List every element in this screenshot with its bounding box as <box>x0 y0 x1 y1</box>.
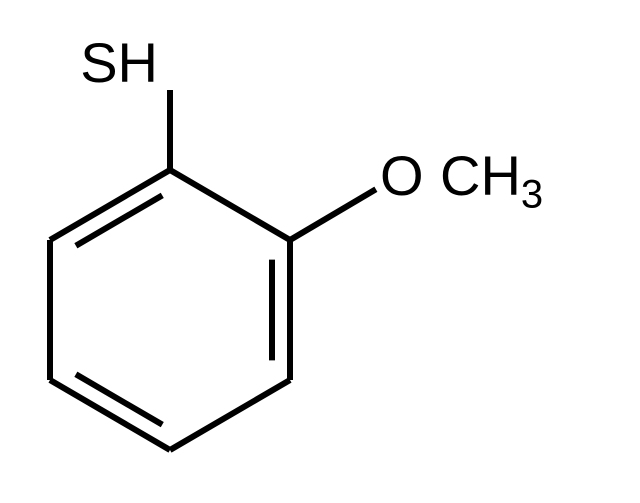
bond <box>170 170 290 240</box>
bond <box>50 170 170 240</box>
bond <box>50 380 170 450</box>
atom-label-o: O <box>380 144 424 207</box>
atom-label-s: SH <box>80 31 158 94</box>
bond <box>290 189 376 240</box>
atom-label-ch3: CH3 <box>440 144 543 216</box>
bond <box>170 380 290 450</box>
chemical-structure-diagram: SH O CH3 <box>0 0 640 503</box>
